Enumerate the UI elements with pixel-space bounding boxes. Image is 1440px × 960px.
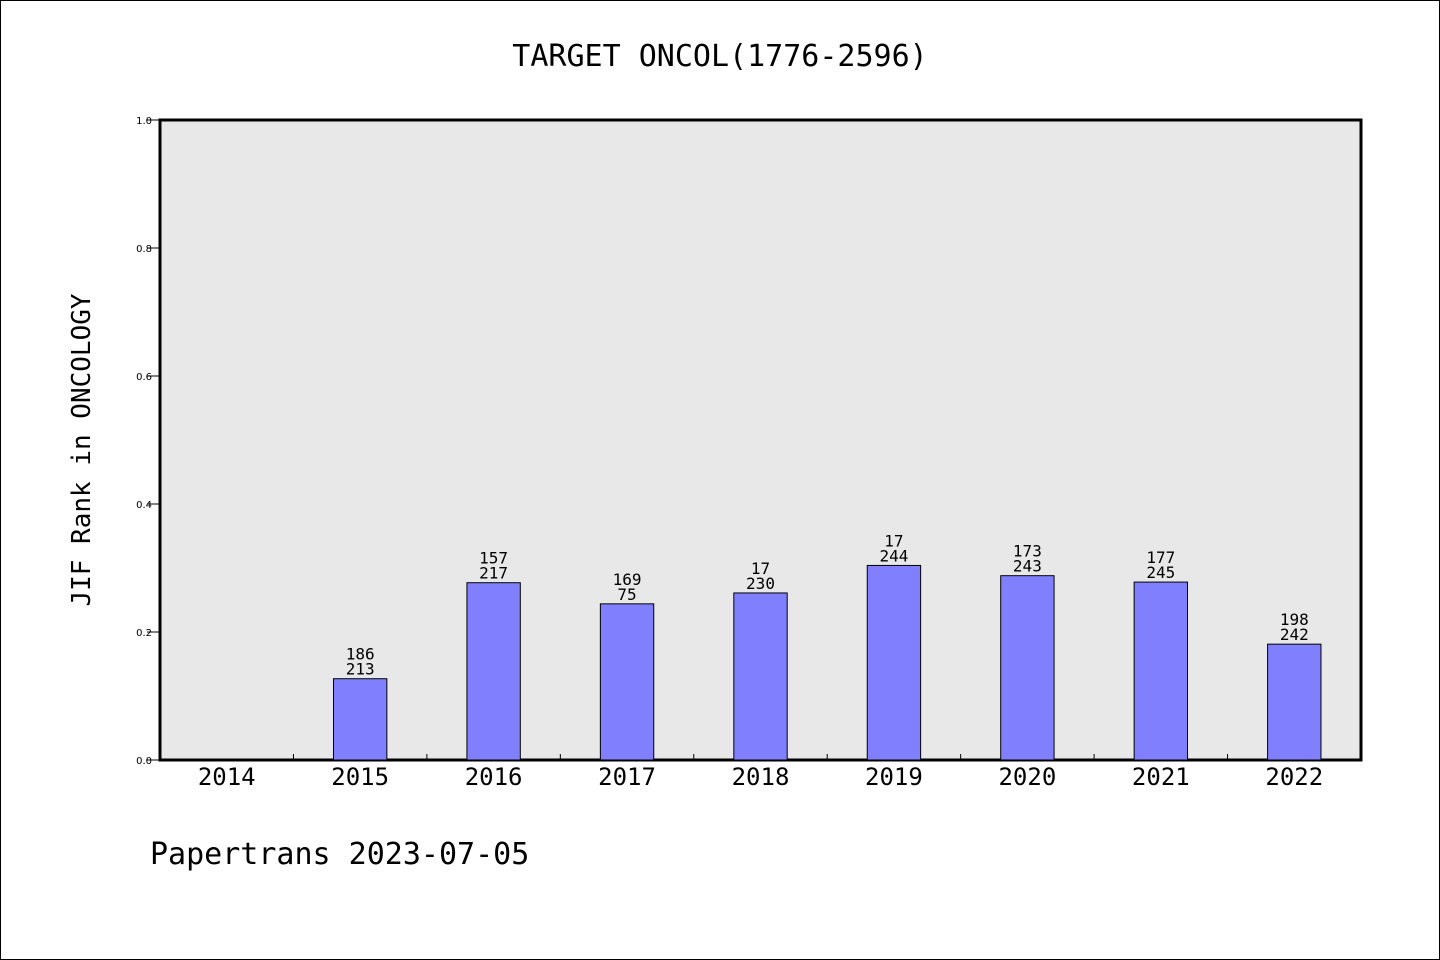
bar-label-rank: 17 (751, 559, 770, 578)
bar-label-total: 230 (746, 574, 775, 593)
x-tick-label: 2020 (998, 763, 1056, 791)
x-tick-label: 2015 (331, 763, 389, 791)
y-tick-label: 0.6 (136, 372, 152, 383)
bar (1000, 575, 1055, 761)
bar-series (332, 564, 1322, 761)
bar (1267, 643, 1322, 761)
bar (332, 678, 388, 761)
y-axis-label: JIF Rank in ONCOLOGY (67, 293, 97, 606)
chart-title: TARGET ONCOL(1776-2596) (512, 39, 927, 74)
bar-label-rank: 198 (1280, 610, 1309, 629)
bar-label-rank: 173 (1013, 542, 1042, 561)
x-tick-label: 2017 (598, 763, 656, 791)
y-tick-label: 0.2 (136, 628, 152, 639)
bar-label-rank: 177 (1146, 548, 1175, 567)
x-tick-label: 2021 (1132, 763, 1190, 791)
x-tick-label: 2016 (465, 763, 523, 791)
x-tick-label: 2019 (865, 763, 923, 791)
y-tick-label: 0.4 (136, 500, 152, 511)
y-tick-label: 0.8 (136, 244, 152, 255)
x-tick-label: 2022 (1265, 763, 1323, 791)
y-axis-ticks: 0.0 0.2 0.4 0.6 0.8 1.0 (136, 116, 160, 767)
bar (599, 603, 655, 761)
bar-label-rank: 157 (479, 549, 508, 568)
x-tick-label: 2018 (732, 763, 790, 791)
bar-label-total: 243 (1013, 557, 1042, 576)
y-tick-label: 1.0 (136, 116, 152, 127)
bar-label-total: 217 (479, 564, 508, 583)
bar (1133, 581, 1189, 761)
bar-label-rank: 17 (884, 531, 903, 550)
bar-label-total: 75 (617, 585, 636, 604)
y-tick-label: 0.0 (136, 756, 152, 767)
bar (466, 582, 521, 761)
bar-label-total: 242 (1280, 625, 1309, 644)
x-axis-ticks: 2014 2015 2016 2017 2018 2019 2020 2021 2022 (198, 754, 1323, 791)
bar (733, 592, 788, 761)
bar-label-total: 213 (346, 660, 375, 679)
bar-label-total: 244 (879, 546, 908, 565)
footer-watermark: Papertrans 2023-07-05 (150, 837, 529, 872)
bar-label-total: 245 (1146, 563, 1175, 582)
x-tick-label: 2014 (198, 763, 256, 791)
bar-label-rank: 169 (613, 570, 642, 589)
bar-label-rank: 186 (346, 645, 375, 664)
bar (866, 564, 922, 761)
